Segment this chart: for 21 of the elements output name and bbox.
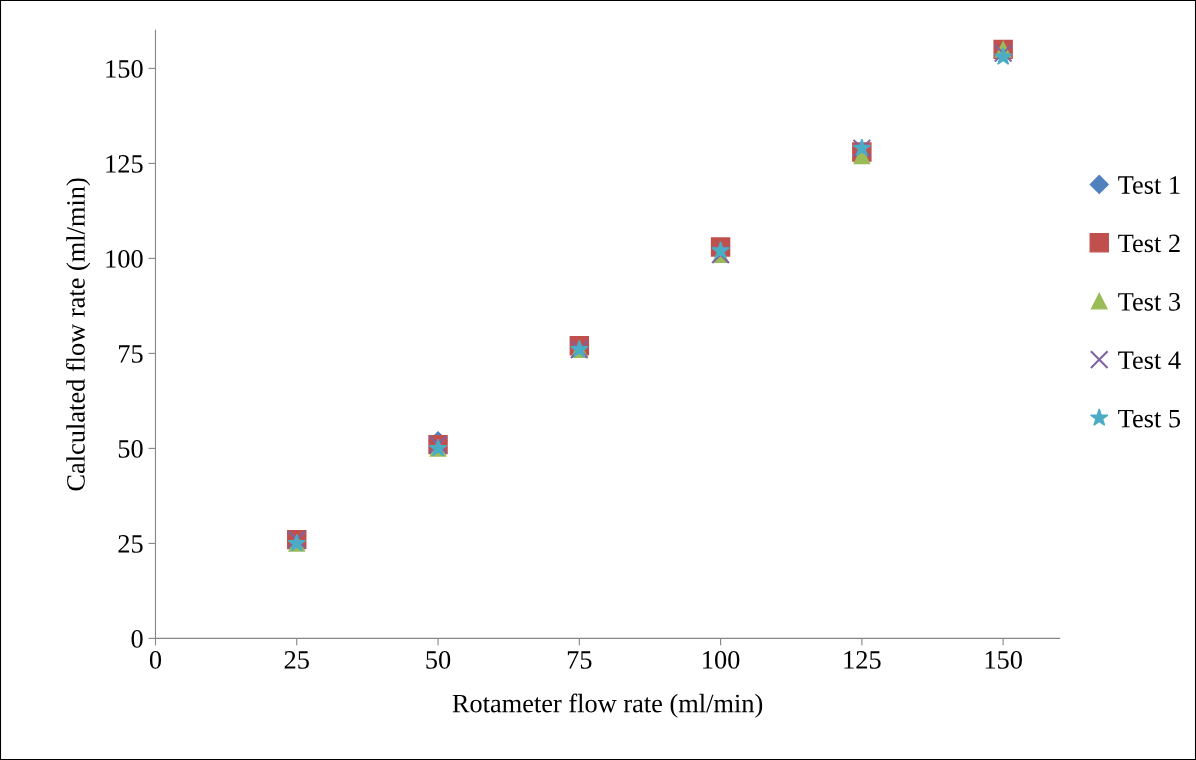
x-tick-label: 125 [844,651,881,669]
x-tick-label: 25 [284,651,309,669]
y-tick-label: 75 [119,345,143,363]
legend-label: Test 2 [1118,234,1180,253]
legend-label: Test 3 [1118,292,1181,311]
y-tick-label: 0 [131,630,143,648]
legend-label: Test 1 [1118,176,1180,194]
y-tick-label: 125 [106,155,143,173]
legend-label: Test 4 [1118,351,1181,370]
x-tick-label: 75 [567,651,592,669]
y-tick-label: 150 [106,60,143,78]
x-tick-label: 100 [703,650,740,669]
y-tick-label: 25 [118,535,143,553]
x-tick-label: 50 [426,650,451,669]
x-tick-label: 150 [985,650,1022,669]
legend-label: Test 5 [1118,409,1181,428]
x-axis-title: Rotameter flow rate (ml/min) [452,693,763,718]
y-tick-label: 50 [118,440,143,458]
x-tick-label: 0 [149,650,162,669]
y-tick-label: 100 [106,250,143,268]
y-axis-title: Calculated flow rate (ml/min) [66,178,91,491]
